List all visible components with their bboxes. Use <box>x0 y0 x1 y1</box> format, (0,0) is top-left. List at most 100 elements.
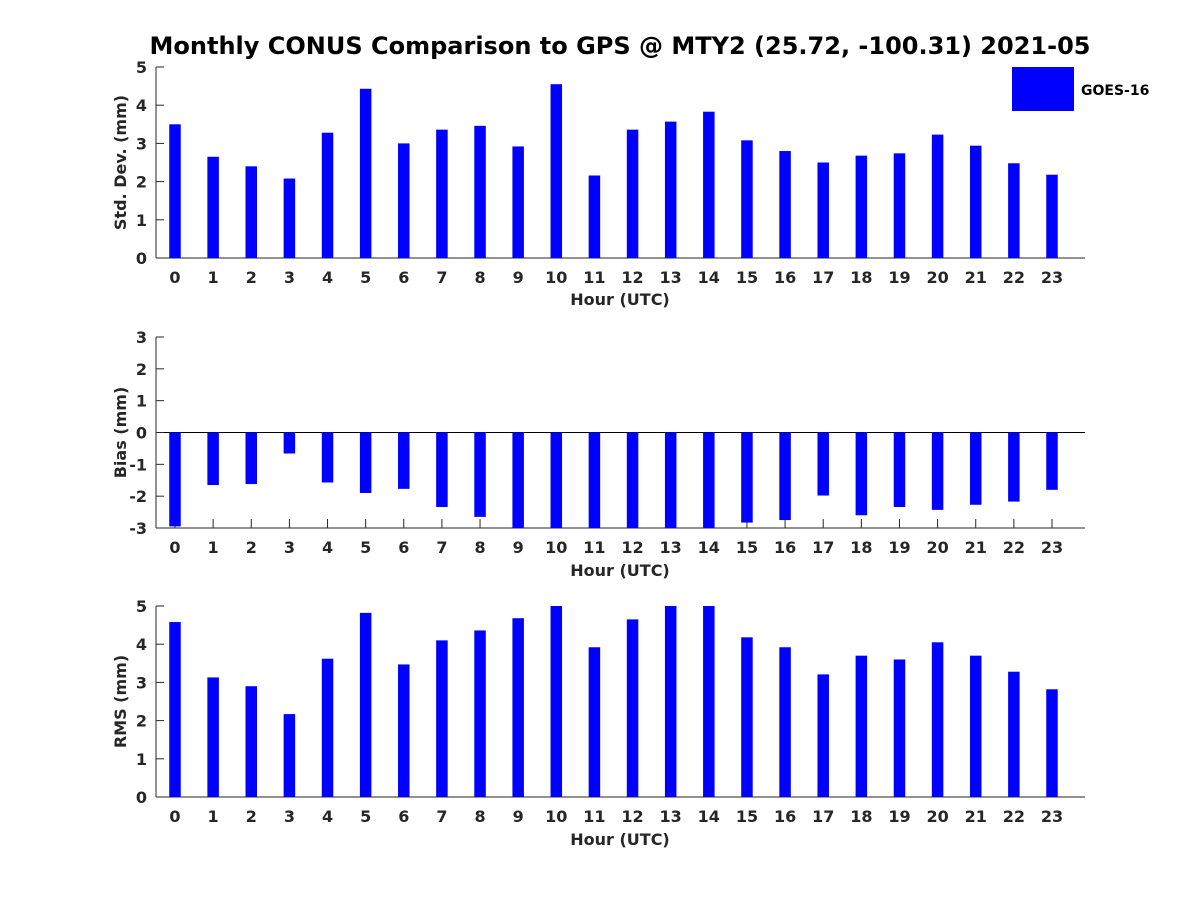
y-tick-label: 4 <box>136 635 147 654</box>
x-tick-label: 15 <box>736 268 758 287</box>
bar-bias-1 <box>207 432 219 486</box>
bar-bias-2 <box>245 432 258 485</box>
bar-bias-22 <box>1008 432 1020 502</box>
x-tick-label: 12 <box>621 807 643 826</box>
bar-rms-10 <box>550 606 563 797</box>
y-tick-label: 0 <box>136 788 147 807</box>
bar-bias-14 <box>703 432 715 528</box>
bar-rms-16 <box>779 647 791 797</box>
x-tick-label: 6 <box>398 807 409 826</box>
x-tick-label: 21 <box>965 807 987 826</box>
x-tick-label: 9 <box>513 268 524 287</box>
x-tick-label: 14 <box>698 538 720 557</box>
x-tick-label: 13 <box>660 268 682 287</box>
x-tick-label: 9 <box>513 807 524 826</box>
x-tick-label: 1 <box>208 538 219 557</box>
bar-std-dev-7 <box>436 129 448 258</box>
x-axis-label: Hour (UTC) <box>570 290 670 309</box>
bar-std-dev-6 <box>398 143 410 258</box>
bar-rms-3 <box>283 714 296 797</box>
x-tick-label: 5 <box>360 538 371 557</box>
y-tick-label: 4 <box>136 96 147 115</box>
y-tick-label: 1 <box>136 750 147 769</box>
bar-rms-13 <box>664 606 677 797</box>
x-tick-label: 15 <box>736 807 758 826</box>
x-tick-label: 14 <box>698 268 720 287</box>
bar-bias-10 <box>550 432 563 528</box>
x-tick-label: 18 <box>850 268 872 287</box>
bar-bias-3 <box>283 432 296 454</box>
bar-rms-14 <box>703 606 715 797</box>
x-tick-label: 23 <box>1041 268 1063 287</box>
x-tick-label: 19 <box>888 807 910 826</box>
bar-rms-0 <box>169 622 181 797</box>
x-tick-label: 0 <box>169 268 180 287</box>
x-tick-label: 20 <box>926 538 948 557</box>
x-tick-label: 13 <box>660 807 682 826</box>
x-tick-label: 4 <box>322 807 333 826</box>
x-tick-label: 11 <box>583 538 605 557</box>
x-tick-label: 4 <box>322 268 333 287</box>
x-tick-label: 11 <box>583 807 605 826</box>
bar-rms-17 <box>817 674 829 797</box>
x-tick-label: 19 <box>888 538 910 557</box>
x-tick-label: 10 <box>545 268 567 287</box>
x-tick-label: 22 <box>1003 807 1025 826</box>
legend: GOES-16 <box>1012 67 1149 111</box>
x-tick-label: 11 <box>583 268 605 287</box>
x-tick-label: 3 <box>284 807 295 826</box>
y-tick-label: 1 <box>136 211 147 230</box>
bar-rms-7 <box>436 640 448 797</box>
x-tick-label: 7 <box>436 538 447 557</box>
x-tick-label: 21 <box>965 538 987 557</box>
bar-rms-11 <box>588 647 601 797</box>
bar-bias-4 <box>321 432 334 483</box>
x-tick-label: 4 <box>322 538 333 557</box>
bar-std-dev-9 <box>512 146 524 258</box>
bar-rms-20 <box>931 642 944 797</box>
bar-rms-15 <box>741 637 753 797</box>
x-tick-label: 3 <box>284 268 295 287</box>
x-tick-label: 16 <box>774 807 796 826</box>
x-tick-label: 12 <box>621 538 643 557</box>
bar-bias-11 <box>588 432 601 528</box>
x-tick-label: 10 <box>545 538 567 557</box>
bar-rms-2 <box>245 686 258 797</box>
y-tick-label: 0 <box>136 424 147 443</box>
x-tick-label: 2 <box>246 807 257 826</box>
y-tick-label: 2 <box>136 173 147 192</box>
x-tick-label: 22 <box>1003 268 1025 287</box>
x-tick-label: 16 <box>774 268 796 287</box>
x-tick-label: 18 <box>850 538 872 557</box>
x-tick-label: 1 <box>208 268 219 287</box>
bar-bias-0 <box>169 432 181 527</box>
bar-rms-12 <box>626 619 639 797</box>
x-tick-label: 3 <box>284 538 295 557</box>
bar-std-dev-5 <box>359 88 372 258</box>
bar-std-dev-1 <box>207 156 219 258</box>
y-tick-label: -2 <box>129 487 147 506</box>
bar-std-dev-12 <box>626 129 639 258</box>
x-tick-label: 19 <box>888 268 910 287</box>
bar-bias-23 <box>1046 432 1058 490</box>
bar-std-dev-3 <box>283 178 296 258</box>
x-tick-label: 2 <box>246 268 257 287</box>
y-tick-label: -1 <box>129 455 147 474</box>
y-tick-label: 3 <box>136 328 147 347</box>
bar-std-dev-22 <box>1008 163 1020 258</box>
figure-title: Monthly CONUS Comparison to GPS @ MTY2 (… <box>150 32 1091 60</box>
bar-std-dev-23 <box>1046 174 1058 258</box>
bar-bias-15 <box>741 432 753 523</box>
bar-rms-19 <box>893 659 906 797</box>
x-tick-label: 9 <box>513 538 524 557</box>
x-tick-label: 10 <box>545 807 567 826</box>
bar-rms-4 <box>321 658 334 797</box>
y-tick-label: 0 <box>136 249 147 268</box>
bar-rms-1 <box>207 677 219 797</box>
bar-bias-8 <box>474 432 486 517</box>
y-axis-label: Bias (mm) <box>111 387 130 479</box>
x-tick-label: 17 <box>812 807 834 826</box>
